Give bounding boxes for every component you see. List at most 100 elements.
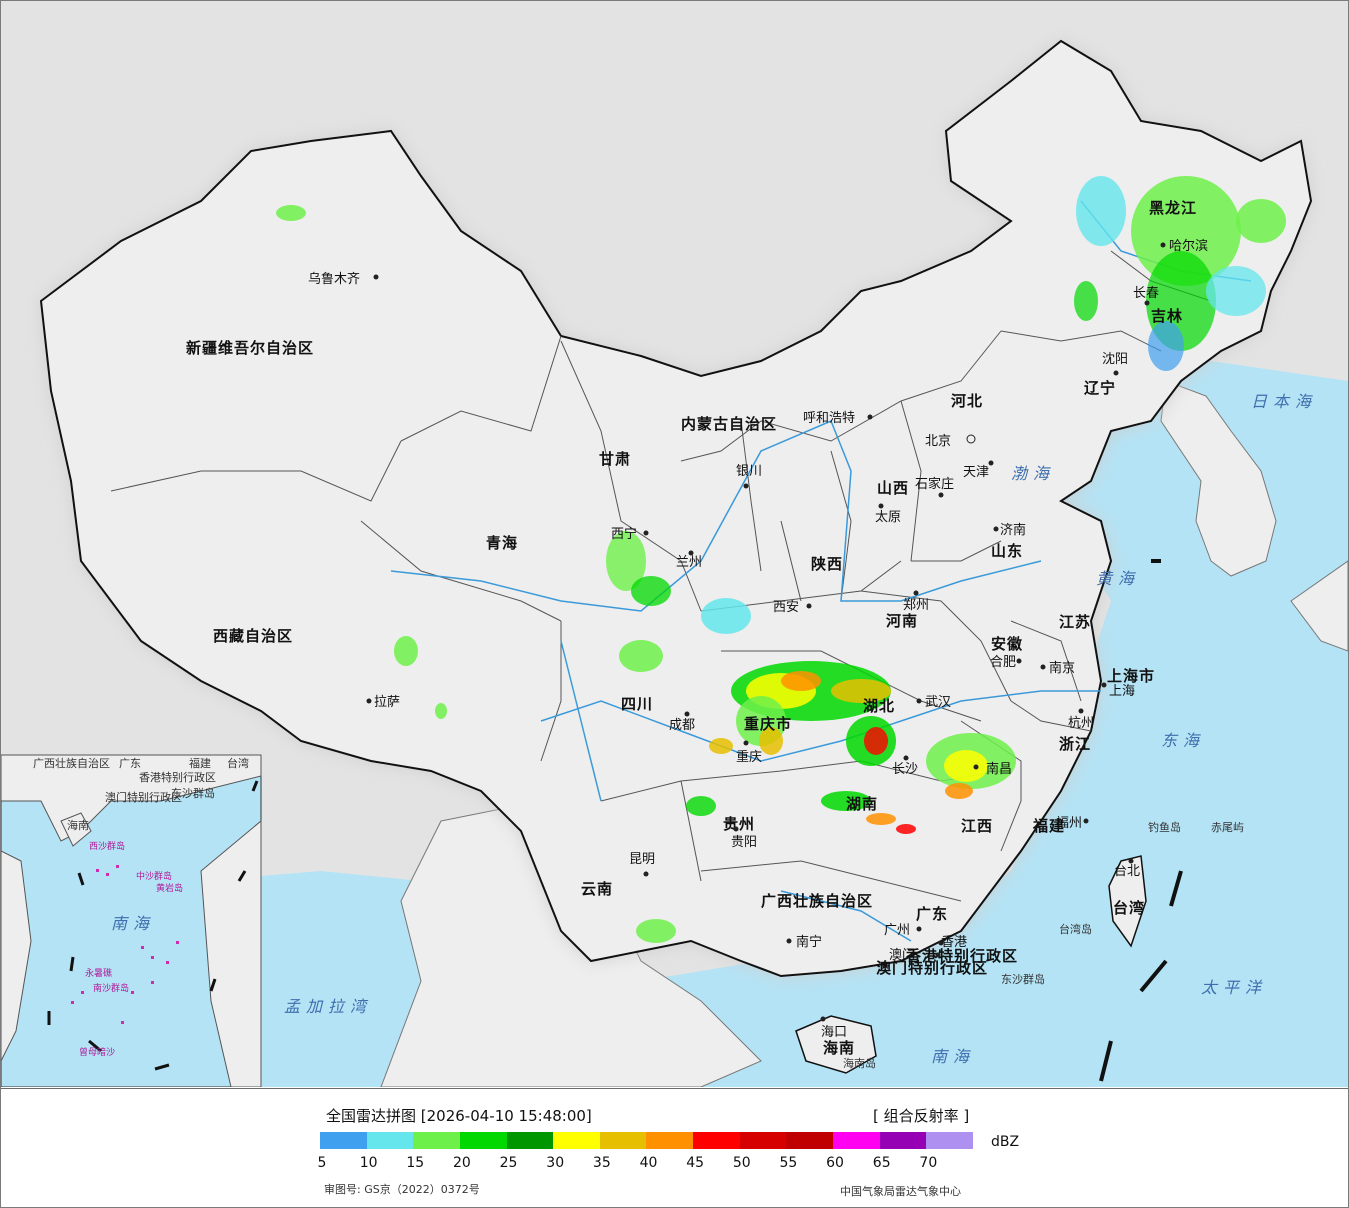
inset-label: 海南 [67,818,89,832]
city-label: 武汉 [925,695,951,710]
sea-label: 太平洋 [1201,978,1267,997]
city-label: 南京 [1049,660,1075,676]
island-labels: 钓鱼岛 赤尾屿 台湾岛 东沙群岛 海南岛 [843,820,1244,1070]
colorbar-swatch [320,1132,367,1149]
colorbar-tick-label: 5 [317,1155,327,1171]
province-label: 澳门特别行政区 [876,959,988,977]
province-label: 香港特别行政区 [906,947,1018,965]
inset-label: 永暑礁 [85,967,112,979]
city-labels: 乌鲁木齐 拉萨 西宁 兰州 银川 呼和浩特 哈尔滨 长春 沈阳 北京 天津 石家… [308,238,1208,1040]
colorbar-swatch [646,1132,694,1149]
province-label: 山东 [991,542,1023,560]
inset-label: 南沙群岛 [93,982,129,994]
city-label: 呼和浩特 [803,411,855,426]
city-label: 石家庄 [915,476,954,492]
colorbar-swatch [413,1132,460,1149]
city-label: 合肥 [990,655,1016,670]
province-labels: 新疆维吾尔自治区 西藏自治区 青海 甘肃 内蒙古自治区 黑龙江 吉林 辽宁 河北… [186,199,1197,1057]
province-label: 云南 [581,880,613,898]
inset-label: 香港特别行政区 [139,770,216,784]
province-label: 湖北 [863,697,895,715]
inset-label: 东沙群岛 [171,786,215,800]
province-label: 上海市 [1107,667,1155,685]
colorbar-swatch [693,1132,740,1149]
city-label: 海口 [821,1025,847,1040]
city-label: 昆明 [629,852,655,867]
inset-label: 曾母暗沙 [79,1046,115,1058]
province-label: 河南 [886,612,918,630]
inset-label: 黄岩岛 [156,882,183,894]
city-label: 拉萨 [374,695,400,710]
province-label: 河北 [951,392,983,410]
colorbar-swatch [739,1132,787,1149]
city-label: 香港 [941,935,967,950]
province-label: 吉林 [1151,307,1183,325]
city-label: 广州 [884,923,910,938]
province-label: 新疆维吾尔自治区 [186,339,314,357]
province-label: 山西 [877,479,909,497]
city-label: 银川 [736,464,762,479]
colorbar-tick-label: 35 [592,1155,611,1171]
city-label: 太原 [875,510,901,525]
sea-label: 南海 [931,1047,975,1066]
island-label: 东沙群岛 [1001,972,1045,986]
province-label: 四川 [621,695,653,713]
legend-area: 全国雷达拼图 [2026-04-10 15:48:00] [ 组合反射率 ] d… [1,1088,1348,1207]
province-label: 广西壮族自治区 [761,892,873,910]
city-label: 澳门 [889,947,915,963]
inset-label: 西沙群岛 [89,840,125,852]
colorbar-tick-label: 15 [406,1155,425,1171]
colorbar-tick-label: 20 [453,1155,471,1171]
inset-label: 中沙群岛 [136,870,172,882]
province-label: 贵州 [723,815,755,833]
maritime-boundary-dashes [1099,559,1183,1082]
city-label: 福州 [1056,816,1082,831]
legend-product: [ 组合反射率 ] [873,1107,970,1125]
inset-label: 台湾 [227,756,249,770]
colorbar-tick-label: 50 [732,1155,751,1171]
sea-label: 东海 [1161,731,1205,750]
province-label: 海南 [823,1039,855,1057]
sea-label: 孟加拉湾 [284,997,372,1016]
colorbar-tick-label: 40 [639,1155,658,1171]
city-label: 西宁 [611,526,637,542]
province-label: 辽宁 [1084,379,1116,397]
taiwan-island [1108,855,1147,948]
province-label: 广东 [916,905,948,923]
colorbar-tick-label: 60 [826,1155,844,1171]
colorbar-swatch [506,1132,554,1149]
province-label: 福建 [1032,817,1065,835]
sea-label: 渤海 [1011,464,1055,483]
city-label: 济南 [1000,522,1026,538]
radar-echoes [276,176,1286,943]
city-label: 乌鲁木齐 [308,271,360,287]
japan-islands [1290,560,1348,652]
city-label: 长沙 [892,762,918,777]
province-label: 湖南 [846,795,878,813]
south-china-sea-inset [1,754,262,1087]
producer-center: 中国气象局雷达气象中心 [840,1185,961,1198]
island-label: 赤尾屿 [1211,821,1244,834]
legend-unit: dBZ [991,1134,1020,1150]
colorbar-swatch [879,1132,927,1149]
city-label: 南宁 [796,934,822,950]
province-label: 甘肃 [599,450,631,468]
inset-label: 南海 [111,914,155,933]
city-label: 成都 [669,718,695,733]
map-approval-number: 审图号: GS京（2022）0372号 [324,1183,480,1196]
legend-colorbar [320,1132,973,1149]
inset-label: 澳门特别行政区 [105,790,182,804]
legend-title: 全国雷达拼图 [2026-04-10 15:48:00] [326,1107,592,1125]
inset-label: 广西壮族自治区 [33,756,110,770]
province-label: 安徽 [991,635,1023,653]
city-label: 天津 [963,465,989,480]
city-label: 郑州 [903,598,929,613]
province-label: 江苏 [1059,613,1091,631]
colorbar-tick-label: 65 [872,1155,891,1171]
colorbar-tick-label: 25 [499,1155,518,1171]
city-markers [366,242,1166,1022]
city-label: 杭州 [1068,716,1094,731]
colorbar-swatch [599,1132,647,1149]
province-label: 黑龙江 [1149,199,1197,217]
